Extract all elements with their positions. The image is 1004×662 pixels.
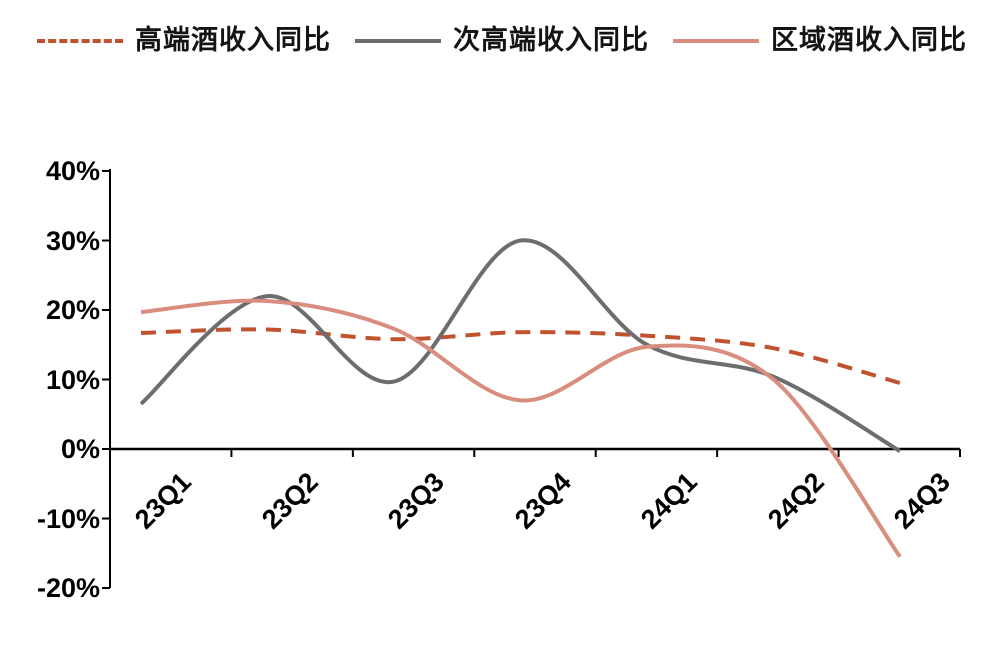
y-axis-label: 30% — [45, 225, 100, 256]
legend-line-sample-1 — [355, 38, 441, 43]
y-axis-label: 10% — [45, 364, 100, 395]
y-axis-label: -10% — [36, 503, 100, 534]
legend-label: 区域酒收入同比 — [771, 25, 967, 55]
y-axis-label: 40% — [45, 156, 100, 186]
series-line-0 — [140, 327, 901, 385]
series-line-1 — [139, 238, 902, 453]
legend-line-sample-0 — [37, 38, 123, 43]
legend-item: 高端酒收入同比 — [37, 25, 331, 56]
chart-legend: 高端酒收入同比 次高端收入同比 区域酒收入同比 — [0, 25, 1004, 56]
y-axis-label: 0% — [60, 434, 100, 464]
y-axis-label: 20% — [45, 295, 100, 325]
legend-line-sample-2 — [673, 38, 759, 43]
legend-label: 次高端收入同比 — [453, 25, 649, 55]
series-line-2 — [140, 298, 902, 558]
legend-item: 区域酒收入同比 — [673, 25, 967, 56]
legend-item: 次高端收入同比 — [355, 25, 649, 56]
legend-label: 高端酒收入同比 — [135, 25, 331, 55]
y-axis-label: -20% — [36, 573, 100, 603]
